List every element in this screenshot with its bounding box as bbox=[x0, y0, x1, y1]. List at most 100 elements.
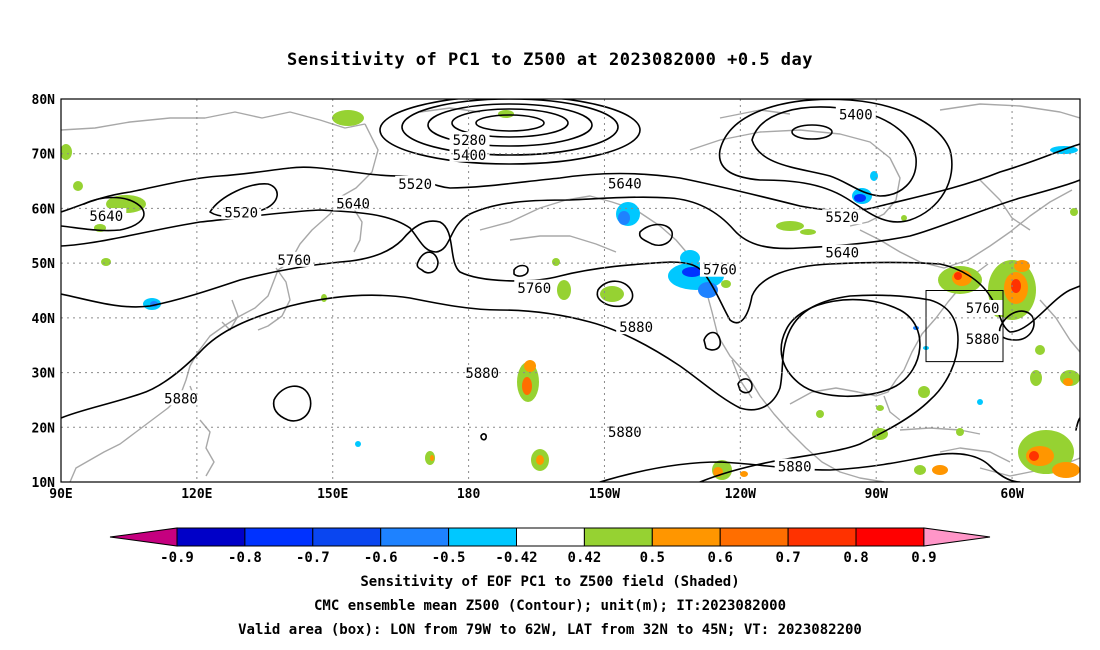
sensitivity-patch bbox=[954, 272, 962, 280]
sensitivity-patch bbox=[1014, 260, 1030, 272]
contour-label-bg bbox=[86, 208, 127, 224]
colorbar-label: 0.42 bbox=[568, 550, 602, 566]
colorbar-box bbox=[855, 527, 925, 547]
sensitivity-patch bbox=[918, 386, 930, 398]
sensitivity-patch bbox=[1063, 378, 1073, 386]
contour-label: 5880 bbox=[778, 460, 812, 476]
contour-label-bg bbox=[835, 106, 876, 122]
lat-label: 70N bbox=[32, 148, 56, 163]
contour-label-bg bbox=[161, 390, 202, 406]
caption-line-1: Sensitivity of EOF PC1 to Z500 field (Sh… bbox=[360, 574, 740, 590]
sensitivity-patch bbox=[1070, 208, 1078, 216]
colorbar-label: 0.8 bbox=[843, 550, 868, 566]
lon-label: 90W bbox=[864, 487, 888, 502]
contour-label: 5640 bbox=[336, 197, 370, 213]
sensitivity-patch bbox=[1029, 451, 1039, 461]
lon-label: 90E bbox=[49, 487, 72, 502]
colorbar-label: 0.5 bbox=[640, 550, 665, 566]
colorbar-label: -0.6 bbox=[364, 550, 398, 566]
contour-label: 5880 bbox=[465, 366, 499, 382]
sensitivity-patch bbox=[816, 410, 824, 418]
colorbar-box bbox=[583, 527, 653, 547]
caption-line-2: CMC ensemble mean Z500 (Contour); unit(m… bbox=[313, 598, 786, 614]
colorbar-box bbox=[176, 527, 246, 547]
colorbar-label: 0.6 bbox=[708, 550, 733, 566]
sensitivity-patch bbox=[721, 280, 731, 288]
sensitivity-patch bbox=[682, 267, 702, 277]
contour-label: 5640 bbox=[608, 176, 642, 192]
latitude-labels: 80N 70N 60N 50N 40N 30N 20N 10N bbox=[32, 93, 56, 491]
colorbar-box bbox=[719, 527, 789, 547]
colorbar-label: -0.5 bbox=[432, 550, 466, 566]
contour-label: 5880 bbox=[164, 391, 198, 407]
contour-label: 5400 bbox=[839, 107, 873, 123]
lat-label: 60N bbox=[32, 202, 56, 217]
colorbar-label: -0.42 bbox=[495, 550, 537, 566]
contour-label: 5280 bbox=[453, 133, 487, 149]
contour-label: 5880 bbox=[608, 425, 642, 441]
sensitivity-patch bbox=[522, 377, 532, 395]
colorbar: -0.9 -0.8 -0.7 -0.6 -0.5 -0.42 0.42 0.5 0.6 0.7 0.… bbox=[109, 527, 991, 566]
sensitivity-patch bbox=[1030, 370, 1042, 386]
contour-label-bg bbox=[395, 175, 436, 191]
sensitivity-patch bbox=[740, 471, 748, 477]
sensitivity-patch bbox=[552, 258, 560, 266]
caption-line-3: Valid area (box): LON from 79W to 62W, L… bbox=[238, 622, 862, 638]
contour-label-bg bbox=[514, 279, 555, 295]
contour-label: 5520 bbox=[398, 177, 432, 193]
colorbar-label: 0.9 bbox=[911, 550, 936, 566]
sensitivity-patch bbox=[101, 258, 111, 266]
colorbar-triangle-right bbox=[923, 527, 991, 547]
colorbar-box bbox=[448, 527, 518, 547]
contour-label: 5640 bbox=[825, 246, 859, 262]
sensitivity-patch bbox=[600, 286, 624, 302]
sensitivity-patch bbox=[876, 405, 884, 411]
contour-label-bg bbox=[333, 195, 374, 211]
contour-label-bg bbox=[962, 300, 1003, 316]
sensitivity-patch bbox=[870, 171, 878, 181]
lat-label: 80N bbox=[32, 93, 56, 108]
lon-label: 60W bbox=[1000, 487, 1024, 502]
longitude-labels: 90E 120E 150E 180 150W 120W 90W 60W bbox=[49, 487, 1024, 502]
colorbar-triangle-left bbox=[109, 527, 178, 547]
colorbar-box bbox=[787, 527, 857, 547]
contour-label: 5760 bbox=[703, 263, 737, 279]
colorbar-box bbox=[312, 527, 382, 547]
contour-label: 5520 bbox=[224, 205, 258, 221]
lon-label: 150E bbox=[317, 487, 348, 502]
sensitivity-patch bbox=[776, 221, 804, 231]
sensitivity-patch bbox=[1052, 462, 1080, 478]
sensitivity-patch bbox=[536, 455, 544, 465]
lat-label: 50N bbox=[32, 257, 56, 272]
colorbar-label: -0.9 bbox=[160, 550, 194, 566]
lon-label: 120W bbox=[725, 487, 756, 502]
contour-label: 5640 bbox=[89, 209, 123, 225]
sensitivity-patch bbox=[73, 181, 83, 191]
contour-label-bg bbox=[822, 244, 863, 260]
contour-label-bg bbox=[962, 331, 1003, 347]
lat-label: 20N bbox=[32, 421, 56, 436]
contour-label: 5760 bbox=[277, 253, 311, 269]
sensitivity-patch bbox=[901, 215, 907, 221]
sensitivity-patch bbox=[430, 455, 434, 461]
sensitivity-patch bbox=[1011, 279, 1021, 293]
colorbar-box bbox=[516, 527, 585, 547]
colorbar-label: -0.8 bbox=[228, 550, 262, 566]
lat-lon-grid bbox=[61, 99, 1080, 482]
contour-label-bg bbox=[449, 132, 490, 148]
contour-label-bg bbox=[221, 204, 262, 220]
sensitivity-patch bbox=[914, 465, 926, 475]
sensitivity-patch bbox=[557, 280, 571, 300]
sensitivity-patch bbox=[355, 441, 361, 447]
colorbar-box bbox=[651, 527, 721, 547]
contour-label-bg bbox=[699, 261, 740, 277]
sensitivity-patch bbox=[332, 110, 364, 126]
contour-label: 5880 bbox=[966, 332, 1000, 348]
sensitivity-patch bbox=[61, 144, 72, 160]
lat-label: 10N bbox=[32, 476, 56, 491]
contour-label-bg bbox=[449, 146, 490, 162]
contour-label-bg bbox=[604, 175, 645, 191]
sensitivity-patch bbox=[956, 428, 964, 436]
